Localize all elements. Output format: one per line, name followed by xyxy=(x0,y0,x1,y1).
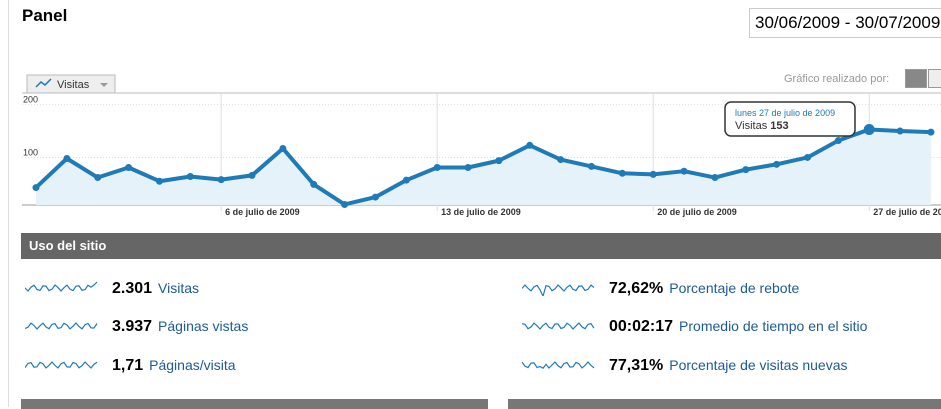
point xyxy=(804,153,811,161)
point xyxy=(94,174,102,182)
view-button[interactable] xyxy=(905,69,927,88)
page-title: Panel xyxy=(22,6,68,25)
metric: 2.301 Visitas xyxy=(112,278,199,298)
metric-label[interactable]: Porcentaje de visitas nuevas xyxy=(669,357,848,373)
metric: 3.937 Páginas vistas xyxy=(112,316,248,336)
metric-value: 77,31% xyxy=(609,357,664,374)
metric: 77,31% Porcentaje de visitas nuevas xyxy=(609,355,847,375)
sparkline-path xyxy=(522,284,595,296)
metric-label[interactable]: Páginas vistas xyxy=(158,318,249,334)
point xyxy=(248,171,256,179)
sparkline xyxy=(25,361,98,369)
point xyxy=(186,172,194,180)
point xyxy=(217,176,225,184)
line xyxy=(34,127,932,207)
point xyxy=(155,177,163,185)
metric-value: 3.937 xyxy=(112,318,153,335)
point xyxy=(896,127,904,135)
sparkline xyxy=(25,281,98,292)
metric-value: 72,62% xyxy=(609,280,664,297)
x-tick-label: 13 de julio de 2009 xyxy=(441,207,521,217)
page-border xyxy=(8,0,9,407)
tooltip-value: 153 xyxy=(770,120,788,132)
point xyxy=(125,163,133,171)
x-tick-label: 27 de julio de 2009 xyxy=(873,207,941,217)
y-tick-label: 200 xyxy=(23,95,38,105)
point xyxy=(32,184,40,192)
sparkline-path xyxy=(25,281,98,292)
area xyxy=(36,129,931,205)
chart: Visitas 100 200 6 de julio de 2009 13 de ju… xyxy=(22,74,941,217)
metric: 72,62% Porcentaje de rebote xyxy=(609,278,799,298)
view-button[interactable] xyxy=(928,69,941,88)
metric: 1,71 Páginas/visita xyxy=(112,355,236,375)
section-bar: Uso del sitio xyxy=(21,233,941,259)
point xyxy=(711,174,719,182)
metric-label[interactable]: Páginas/visita xyxy=(149,357,236,373)
point xyxy=(927,128,935,136)
point xyxy=(279,144,287,152)
point xyxy=(63,155,71,163)
point xyxy=(341,200,349,208)
sparkline-path xyxy=(25,322,98,330)
y-tick-label: 100 xyxy=(23,147,38,157)
metric: 00:02:17 Promedio de tiempo en el sitio xyxy=(609,316,867,336)
metric-value: 1,71 xyxy=(112,357,144,374)
chart-by-label: Gráfico realizado por: xyxy=(784,73,890,85)
dropdown-arrow xyxy=(100,83,108,87)
x-tick-label: 20 de julio de 2009 xyxy=(657,207,737,217)
point xyxy=(433,163,441,171)
point xyxy=(464,163,472,171)
point xyxy=(680,167,688,175)
point xyxy=(557,156,565,164)
tooltip xyxy=(724,101,856,137)
point xyxy=(587,162,595,170)
sparkline-path xyxy=(25,361,98,369)
metric-label[interactable]: Promedio de tiempo en el sitio xyxy=(679,318,868,334)
point xyxy=(618,169,626,177)
sparkline-path xyxy=(522,322,595,330)
next-section-bar xyxy=(508,399,941,409)
point xyxy=(773,160,781,168)
next-section-bar xyxy=(21,399,488,409)
tab-icon xyxy=(35,78,52,88)
point xyxy=(310,180,318,188)
sparkline-path xyxy=(522,361,595,369)
sparkline xyxy=(522,322,595,330)
point xyxy=(526,141,534,149)
point xyxy=(371,193,379,201)
point xyxy=(649,170,657,178)
metric-value: 2.301 xyxy=(112,280,153,297)
x-tick-label: 6 de julio de 2009 xyxy=(225,207,300,217)
tooltip-date: lunes 27 de julio de 2009 xyxy=(735,108,835,118)
tooltip-text: Visitas 153 xyxy=(735,120,789,132)
highlight-point xyxy=(863,123,875,135)
point xyxy=(402,176,410,184)
metric-label[interactable]: Visitas xyxy=(158,280,200,296)
date-range-picker[interactable]: 30/06/2009 - 30/07/2009 xyxy=(749,8,941,38)
sparkline xyxy=(25,322,98,330)
point xyxy=(742,166,750,174)
series-name: Visitas xyxy=(57,79,90,91)
metric-value: 00:02:17 xyxy=(609,318,674,335)
point xyxy=(834,137,842,145)
tooltip-label: Visitas xyxy=(735,120,768,132)
sparkline xyxy=(522,361,595,369)
sparkline xyxy=(522,284,595,296)
point xyxy=(495,157,503,165)
metric-label[interactable]: Porcentaje de rebote xyxy=(669,280,800,296)
